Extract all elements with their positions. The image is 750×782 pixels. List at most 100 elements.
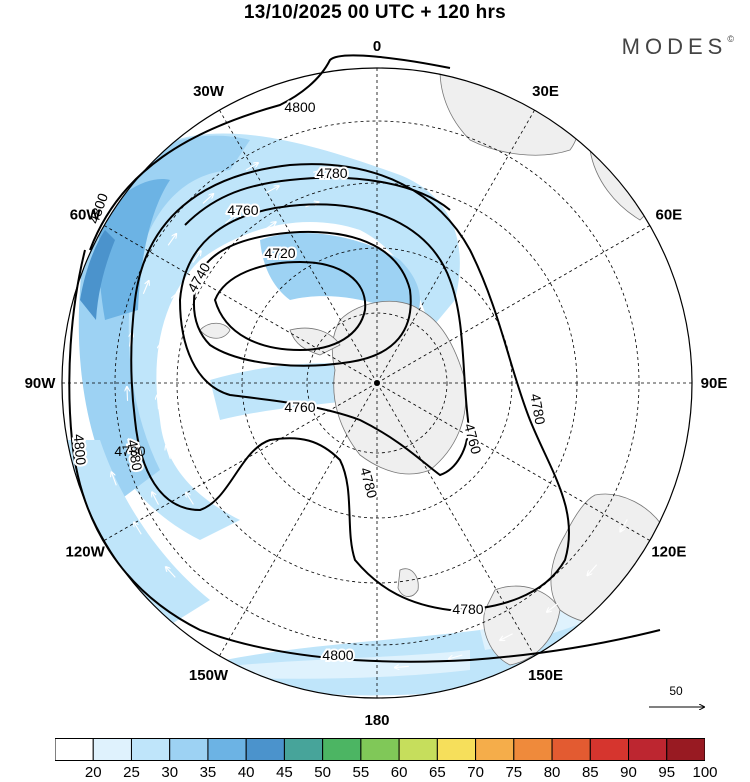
- lon-180-label: 180: [364, 712, 389, 729]
- wind-arrow: [167, 234, 176, 246]
- colorbar-tick-label: 60: [390, 764, 408, 781]
- wind-arrow: [186, 493, 194, 505]
- colorbar-swatch: [666, 738, 705, 761]
- wind-arrow: [620, 519, 628, 531]
- meridian-line: [376, 382, 535, 656]
- wind-arrow: [395, 666, 409, 667]
- wind-arrow: [190, 334, 193, 348]
- map-boundary: [61, 67, 693, 699]
- reference-vector: 50: [646, 684, 706, 714]
- contour-4720: [213, 260, 367, 352]
- colorbar-tick-labels: 20 25 30 35 40 45 50 55 60 65 70 75 80 85 90 95 100: [55, 764, 718, 782]
- lon-0-label: 0: [373, 38, 381, 55]
- meridian-line: [104, 382, 378, 541]
- wind-arrow: [216, 534, 227, 544]
- colorbar-tick-label: 100: [692, 764, 718, 781]
- colorbar-tick-label: 50: [314, 764, 331, 781]
- colorbar-swatch: [589, 738, 630, 761]
- colorbar-tick-label: 35: [199, 764, 217, 781]
- longitude-labels: 0 30E 60E 90E 120E 150E 180 150W 120W 90W 60W 30W: [25, 38, 728, 729]
- contour-label: 4800: [284, 99, 315, 115]
- meridian-line: [376, 110, 535, 384]
- colorbar-swatch: [92, 738, 132, 761]
- contour-labels: 4800 4780 4760 4740 4720 4800 4780 4760 …: [69, 97, 551, 665]
- wind-arrow: [245, 163, 258, 171]
- wind-arrow: [181, 538, 191, 550]
- contour-label: 4800: [71, 433, 90, 466]
- meridian-line: [219, 110, 378, 384]
- wind-arrow: [206, 605, 218, 614]
- colorbar-swatch: [551, 738, 591, 761]
- wind-arrow: [192, 251, 201, 263]
- colorbar-tick-label: 55: [352, 764, 370, 781]
- lon-150e-label: 150E: [528, 667, 563, 684]
- wind-arrow: [225, 214, 236, 224]
- wind-arrow: [166, 446, 171, 460]
- reference-arrow-icon: [649, 702, 708, 712]
- colorbar-tick-label: 85: [581, 764, 599, 781]
- colorbar-swatch: [55, 738, 94, 761]
- contour-label: 4760: [227, 202, 258, 218]
- colorbar-tick-label: 45: [276, 764, 293, 781]
- contour-4780: [130, 163, 570, 612]
- wind-arrow: [202, 194, 213, 204]
- wind-arrow: [127, 387, 128, 401]
- contour-label: 4800: [322, 647, 353, 663]
- meridian-line: [104, 225, 378, 384]
- lon-90e-label: 90E: [701, 375, 728, 392]
- wind-arrow: [169, 295, 175, 309]
- colorbar-tick-label: 65: [429, 764, 446, 781]
- contour-label: 4760: [461, 422, 485, 456]
- wind-arrow: [449, 654, 463, 659]
- wind-arrow: [313, 169, 327, 173]
- meridian-line: [219, 382, 378, 656]
- colorbar-swatch: [398, 738, 438, 761]
- reference-vector-label: 50: [669, 684, 683, 698]
- wind-arrow: [152, 492, 159, 505]
- wind-arrow: [500, 633, 513, 640]
- lon-90w-label: 90W: [25, 375, 57, 392]
- wind-arrow: [134, 441, 138, 455]
- colorbar-swatch: [207, 738, 247, 761]
- contour-label: 4720: [264, 245, 295, 261]
- wind-arrow: [192, 428, 197, 442]
- colorbar-swatch: [436, 738, 477, 761]
- meridian-line: [376, 225, 650, 384]
- contour-4760: [178, 203, 470, 477]
- colorbar-tick-label: 20: [84, 764, 102, 781]
- colorbar-tick-label: 40: [237, 764, 255, 781]
- colorbar-tick-label: 90: [620, 764, 637, 781]
- colorbar-swatch: [322, 738, 362, 761]
- wind-arrow: [111, 472, 117, 486]
- wind-arrow: [263, 222, 276, 231]
- colorbar-tick-label: 30: [161, 764, 179, 781]
- contour-label: 4780: [316, 165, 347, 181]
- lon-150w-label: 150W: [189, 667, 229, 684]
- wind-arrow: [547, 602, 559, 612]
- lon-120w-label: 120W: [66, 544, 106, 561]
- wind-arrow: [204, 290, 211, 303]
- colorbar-tick-label: 75: [505, 764, 523, 781]
- lon-30e-label: 30E: [532, 83, 559, 100]
- wind-arrow: [209, 472, 217, 485]
- wind-arrow: [142, 281, 148, 295]
- contour-label: 4780: [452, 601, 483, 617]
- contour-label: 4780: [357, 466, 381, 500]
- graticule: [62, 68, 692, 698]
- colorbar-tick-label: 95: [658, 764, 676, 781]
- colorbar-tick-label: 25: [123, 764, 140, 781]
- colorbar-tick-label: 80: [543, 764, 561, 781]
- meridian-line: [376, 382, 650, 541]
- wind-arrow: [266, 186, 278, 194]
- lon-120e-label: 120E: [651, 544, 686, 561]
- map-title: 13/10/2025 00 UTC + 120 hrs: [243, 2, 507, 23]
- wind-arrow: [166, 567, 176, 578]
- colorbar: [55, 738, 705, 761]
- colorbar-swatch: [628, 738, 668, 761]
- wind-arrow: [157, 395, 158, 410]
- wind-arrow: [252, 634, 266, 641]
- colorbar-swatch: [283, 738, 324, 761]
- colorbar-tick-label: 70: [467, 764, 484, 781]
- lon-60e-label: 60E: [655, 207, 682, 224]
